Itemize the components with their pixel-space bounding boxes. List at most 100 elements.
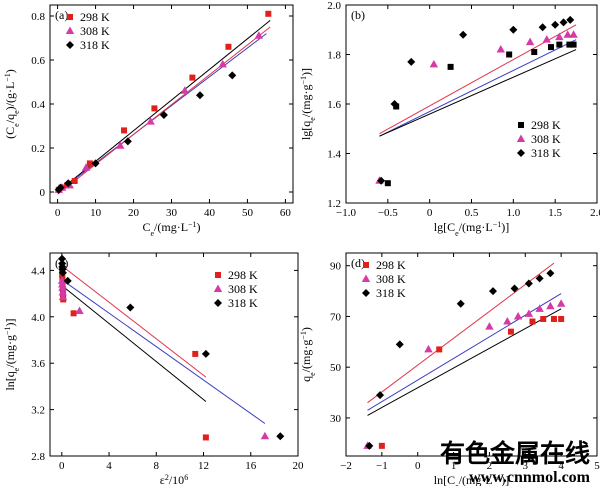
data-point (276, 432, 285, 441)
data-point (384, 180, 391, 187)
data-point (538, 23, 547, 32)
y-axis-label: ln[qe/(mg·g−1)] (3, 318, 21, 390)
fit-line (61, 285, 207, 402)
data-point (535, 304, 544, 312)
data-point (559, 18, 568, 27)
legend-marker (517, 149, 525, 157)
legend-label: 308 K (376, 272, 406, 286)
x-tick-label: 0 (415, 460, 421, 472)
data-point (201, 349, 210, 358)
data-point (116, 141, 125, 149)
y-tick-label: 90 (330, 261, 342, 273)
legend-marker (363, 262, 369, 268)
legend-label: 298 K (376, 258, 406, 272)
x-tick-label: 2.0 (590, 207, 600, 219)
data-point (265, 10, 272, 17)
x-axis-label: lg[Ce/(mg·L−1)] (434, 220, 509, 238)
data-point (58, 292, 68, 301)
y-tick-label: 0.2 (31, 143, 45, 155)
data-point (540, 315, 547, 322)
data-point (503, 317, 512, 325)
panel-label: (c) (55, 256, 68, 270)
x-tick-label: −2 (340, 460, 352, 472)
data-point (390, 100, 399, 108)
data-point (542, 35, 551, 43)
data-point (395, 340, 404, 349)
x-tick-label: 2 (487, 460, 493, 472)
data-point (570, 41, 577, 48)
fit-line (367, 308, 562, 416)
x-tick-label: −0.5 (378, 207, 398, 219)
y-tick-label: 3.6 (31, 358, 45, 370)
y-axis-label: (Ce/qe)/(g·L−1) (3, 69, 21, 139)
data-point (123, 137, 132, 146)
fit-line (61, 279, 266, 424)
data-point (566, 41, 573, 48)
data-point (365, 441, 374, 450)
y-axis-label: qe/(mg·g−1) (299, 327, 317, 382)
data-point (547, 44, 554, 51)
data-point (58, 287, 67, 296)
data-point (377, 176, 386, 185)
data-point (456, 299, 465, 308)
data-point (225, 43, 232, 50)
x-tick-label: 5 (594, 460, 600, 472)
y-tick-label: 4.4 (31, 265, 45, 277)
y-tick-label: 2.8 (31, 451, 45, 463)
legend-label: 318 K (228, 296, 258, 310)
y-tick-label: 50 (330, 362, 342, 374)
data-point (489, 287, 498, 296)
data-point (555, 32, 564, 41)
data-point (81, 163, 91, 171)
y-tick-label: 0 (40, 187, 46, 199)
watermark-line-1: 有色金属在线 (440, 439, 590, 468)
y-tick-label: 1.2 (327, 198, 341, 210)
data-point (180, 86, 189, 94)
x-tick-label: 0 (55, 207, 61, 219)
data-point (58, 268, 67, 277)
data-point (531, 49, 538, 56)
data-point (546, 301, 555, 310)
data-point (563, 30, 572, 38)
data-point (64, 179, 73, 188)
y-tick-label: 0.4 (31, 99, 45, 111)
legend-label: 298 K (228, 268, 258, 282)
x-tick-label: 0.5 (465, 207, 479, 219)
x-tick-label: 20 (293, 460, 305, 472)
fit-line (379, 49, 577, 137)
x-tick-label: 50 (242, 207, 254, 219)
x-axis-label: ln[Ce/(mg·L−1)] (434, 473, 509, 486)
data-point (509, 25, 518, 34)
data-point (378, 442, 385, 449)
x-tick-label: 16 (245, 460, 257, 472)
data-point (546, 269, 555, 278)
legend-marker (65, 26, 75, 34)
legend-label: 318 K (531, 146, 561, 160)
x-tick-label: 40 (204, 207, 216, 219)
data-point (407, 57, 416, 66)
y-tick-label: 1.6 (327, 99, 341, 111)
x-tick-label: 1.0 (506, 207, 520, 219)
data-point (218, 59, 227, 68)
data-point (254, 31, 264, 39)
data-point (507, 328, 514, 335)
legend-marker (516, 134, 526, 142)
data-point (71, 178, 78, 184)
y-tick-label: 1.4 (327, 149, 341, 161)
data-point (63, 276, 72, 285)
x-tick-label: 10 (90, 207, 102, 219)
data-point (556, 41, 563, 48)
x-tick-label: 0 (427, 207, 433, 219)
legend-label: 308 K (531, 132, 561, 146)
x-axis-label: Ce/(mg·L−1) (142, 220, 200, 238)
legend-label: 308 K (228, 282, 258, 296)
y-tick-label: 30 (330, 413, 342, 425)
panel-b: −1.0 −0.5 0 0.5 1.0 1.5 2.0 1.2 1.4 1.6 1.8 2.0 (b) 2… (299, 0, 600, 238)
x-tick-label: 60 (280, 207, 292, 219)
data-point (566, 15, 575, 24)
data-point (510, 284, 519, 293)
fit-line (57, 33, 267, 193)
